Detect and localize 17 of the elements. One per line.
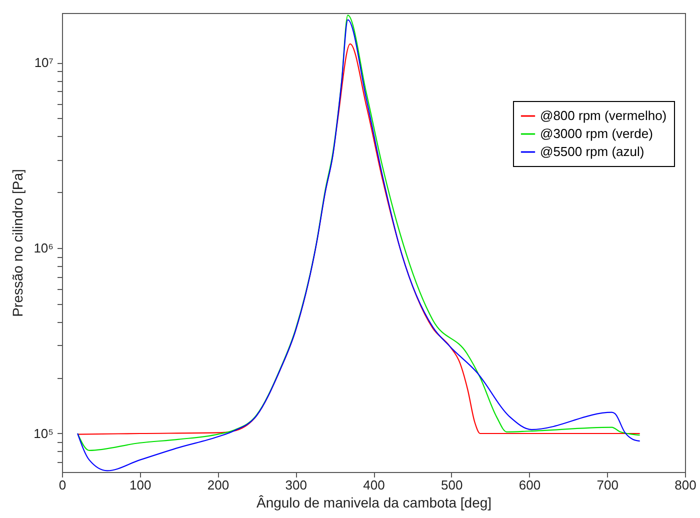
y-tick-label: 10⁶: [34, 240, 54, 256]
y-axis-title: Pressão no cilindro [Pa]: [10, 169, 26, 317]
x-tick-label: 500: [441, 478, 463, 492]
legend-label: @5500 rpm (azul): [540, 144, 644, 159]
x-tick-label: 100: [130, 478, 152, 492]
x-tick-label: 400: [363, 478, 385, 492]
x-tick-label: 600: [518, 478, 541, 492]
x-axis-title: Ângulo de manivela da cambota [deg]: [256, 494, 492, 510]
x-tick-label: 200: [207, 478, 230, 492]
y-tick-label: 10⁷: [34, 55, 54, 70]
x-tick-label: 0: [58, 478, 66, 492]
y-tick-label: 10⁵: [34, 426, 54, 441]
legend-label: @800 rpm (vermelho): [540, 108, 667, 123]
x-tick-label: 800: [674, 478, 696, 492]
x-tick-label: 700: [596, 478, 618, 492]
x-tick-label: 300: [285, 478, 307, 492]
legend-label: @3000 rpm (verde): [540, 126, 653, 141]
